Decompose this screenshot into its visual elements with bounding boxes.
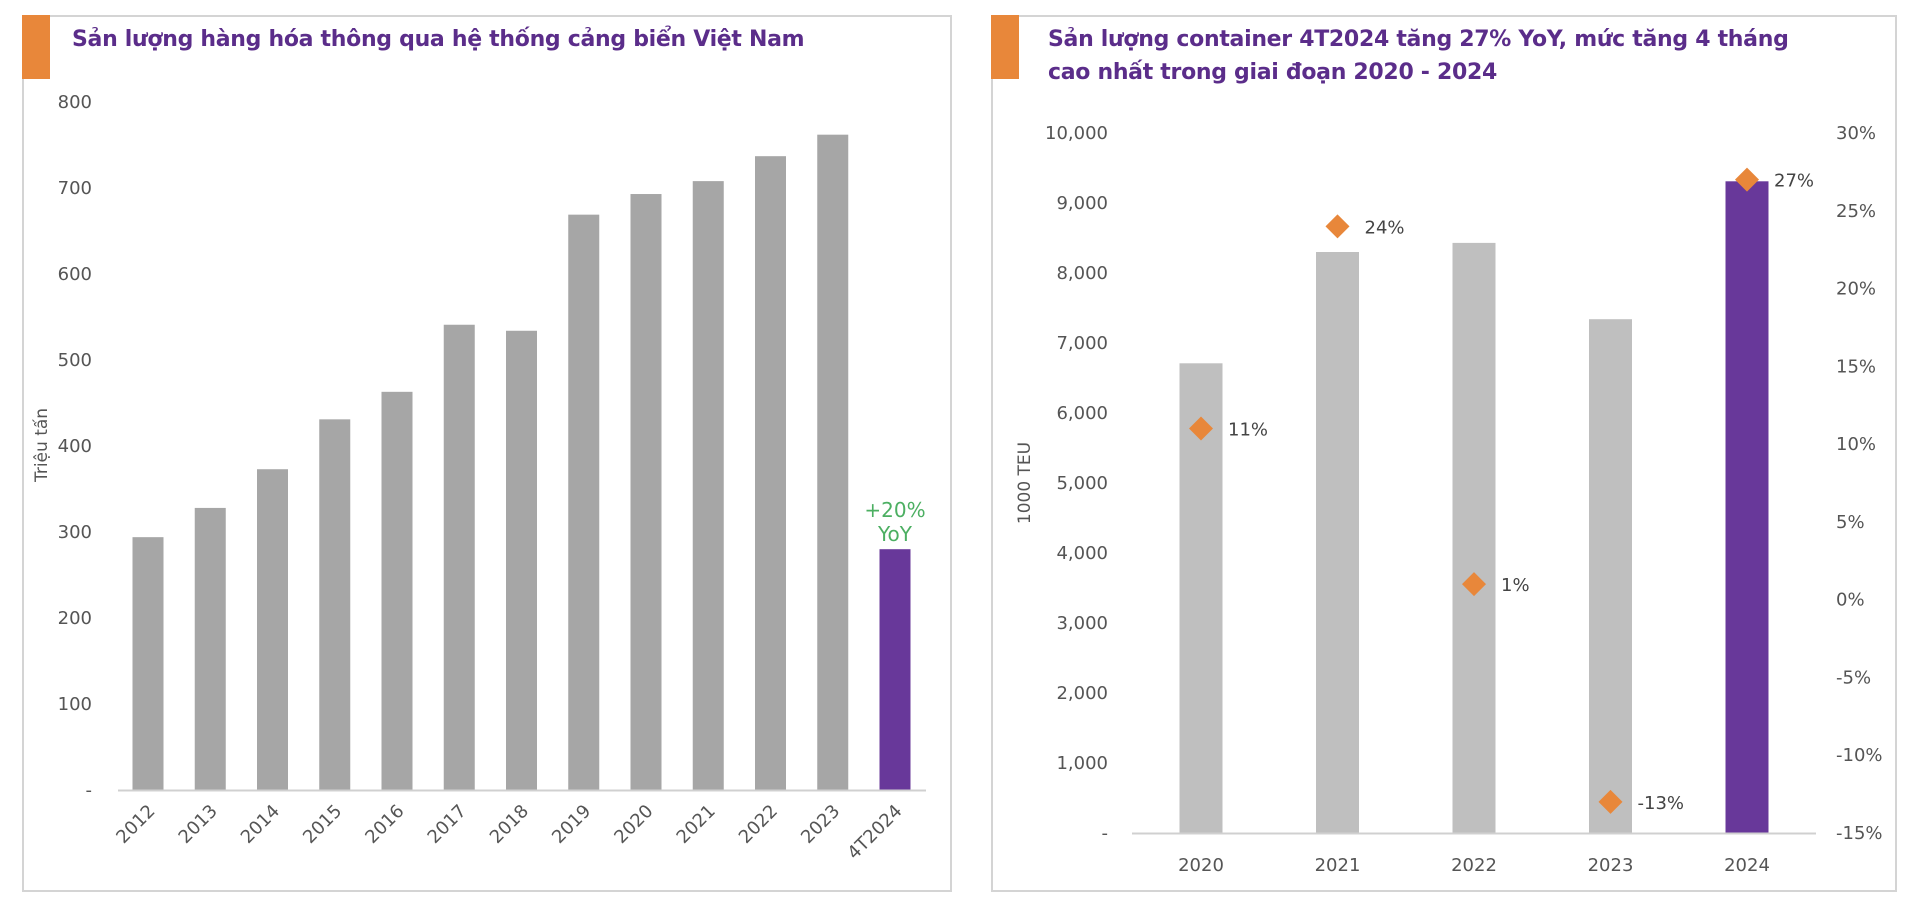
x-tick-label: 2021 (673, 801, 720, 848)
y-tick-label: 3,000 (1056, 613, 1108, 634)
x-tick-label: 2015 (299, 801, 346, 848)
y-tick-label: 200 (58, 608, 92, 629)
y2-tick-label: 15% (1836, 356, 1876, 377)
bar-2013 (194, 507, 226, 790)
bar-2024 (1725, 181, 1769, 834)
bar-2021 (692, 181, 724, 790)
bar-2021 (1316, 252, 1359, 833)
bar-2016 (381, 391, 413, 790)
y2-tick-label: 30% (1836, 123, 1876, 144)
y-tick-label: 500 (58, 350, 92, 371)
yoy-data-label: -13% (1638, 793, 1685, 814)
y-tick-label: 10,000 (1045, 123, 1108, 144)
y-tick-label: 800 (58, 92, 92, 113)
x-tick-label: 2012 (112, 801, 159, 848)
title-accent-bar (22, 15, 50, 79)
y-tick-label: 9,000 (1056, 193, 1108, 214)
x-tick-label: 2014 (237, 801, 284, 848)
yoy-marker-2023 (1598, 789, 1623, 814)
bar-4T2024 (879, 549, 911, 790)
x-tick-label: 2022 (735, 801, 782, 848)
y-tick-label: 7,000 (1056, 333, 1108, 354)
y-axis-title: 1000 TEU (1015, 442, 1035, 524)
yoy-marker-2024 (1735, 167, 1759, 192)
yoy-annotation: +20% (864, 498, 925, 522)
right-chart-title-line-1: Sản lượng container 4T2024 tăng 27% YoY,… (1048, 27, 1789, 52)
x-tick-label: 2019 (548, 801, 595, 848)
x-tick-label: 2023 (797, 801, 844, 848)
bar-2020 (1179, 363, 1223, 833)
y-axis-title: Triệu tấn (31, 408, 52, 483)
y-tick-label: - (86, 780, 93, 801)
bar-2018 (506, 330, 537, 790)
x-tick-label: 2020 (1178, 855, 1224, 876)
bar-2023 (1589, 319, 1632, 833)
yoy-data-label: 27% (1774, 171, 1814, 192)
x-tick-label: 2021 (1315, 855, 1361, 876)
y-tick-label: 1,000 (1056, 753, 1108, 774)
y-tick-label: 400 (58, 436, 92, 457)
y-tick-label: 8,000 (1056, 263, 1108, 284)
x-tick-label: 2024 (1724, 855, 1770, 876)
y-tick-label: 100 (58, 694, 92, 715)
yoy-data-label: 11% (1228, 420, 1268, 441)
y2-tick-label: -15% (1836, 823, 1883, 844)
bar-2012 (132, 537, 164, 790)
bar-2015 (319, 419, 351, 790)
y-tick-label: 2,000 (1056, 683, 1108, 704)
right-chart-title-line-2: cao nhất trong giai đoạn 2020 - 2024 (1048, 60, 1498, 85)
y-tick-label: 700 (58, 178, 92, 199)
y2-tick-label: 25% (1836, 201, 1876, 222)
right-chart-title: Sản lượng container 4T2024 tăng 27% YoY,… (1048, 23, 1789, 89)
bar-2023 (817, 134, 849, 790)
bar-2017 (443, 324, 475, 790)
yoy-marker-2020 (1189, 416, 1213, 441)
bar-2022 (1452, 242, 1496, 833)
y2-tick-label: -10% (1836, 745, 1883, 766)
y-tick-label: 5,000 (1056, 473, 1108, 494)
y-tick-label: 4,000 (1056, 543, 1108, 564)
y2-tick-label: 20% (1836, 279, 1876, 300)
left-chart-title: Sản lượng hàng hóa thông qua hệ thống cả… (72, 27, 805, 52)
y-tick-label: 6,000 (1056, 403, 1108, 424)
y-tick-label: 600 (58, 264, 92, 285)
yoy-annotation: YoY (877, 522, 913, 546)
yoy-data-label: 24% (1365, 217, 1405, 238)
yoy-marker-2021 (1325, 214, 1350, 239)
x-tick-label: 2013 (175, 801, 222, 848)
y-tick-label: - (1102, 823, 1109, 844)
y-tick-label: 300 (58, 522, 92, 543)
yoy-marker-2022 (1462, 572, 1486, 597)
y2-tick-label: -5% (1836, 667, 1871, 688)
bar-2014 (257, 469, 288, 790)
x-tick-label: 2016 (361, 801, 408, 848)
x-tick-label: 2017 (424, 801, 471, 848)
bar-2020 (630, 194, 662, 790)
y2-tick-label: 0% (1836, 590, 1865, 611)
x-tick-label: 2022 (1451, 855, 1497, 876)
yoy-data-label: 1% (1501, 575, 1530, 596)
title-accent-bar (991, 15, 1019, 79)
bar-2019 (568, 214, 600, 790)
x-tick-label: 2020 (610, 801, 657, 848)
left-chart-panel: Sản lượng hàng hóa thông qua hệ thống cả… (22, 15, 952, 892)
y2-tick-label: 10% (1836, 434, 1876, 455)
x-tick-label: 2023 (1588, 855, 1634, 876)
x-tick-label: 4T2024 (843, 801, 906, 864)
bar-2022 (755, 156, 786, 790)
x-tick-label: 2018 (486, 801, 533, 848)
y2-tick-label: 5% (1836, 512, 1865, 533)
